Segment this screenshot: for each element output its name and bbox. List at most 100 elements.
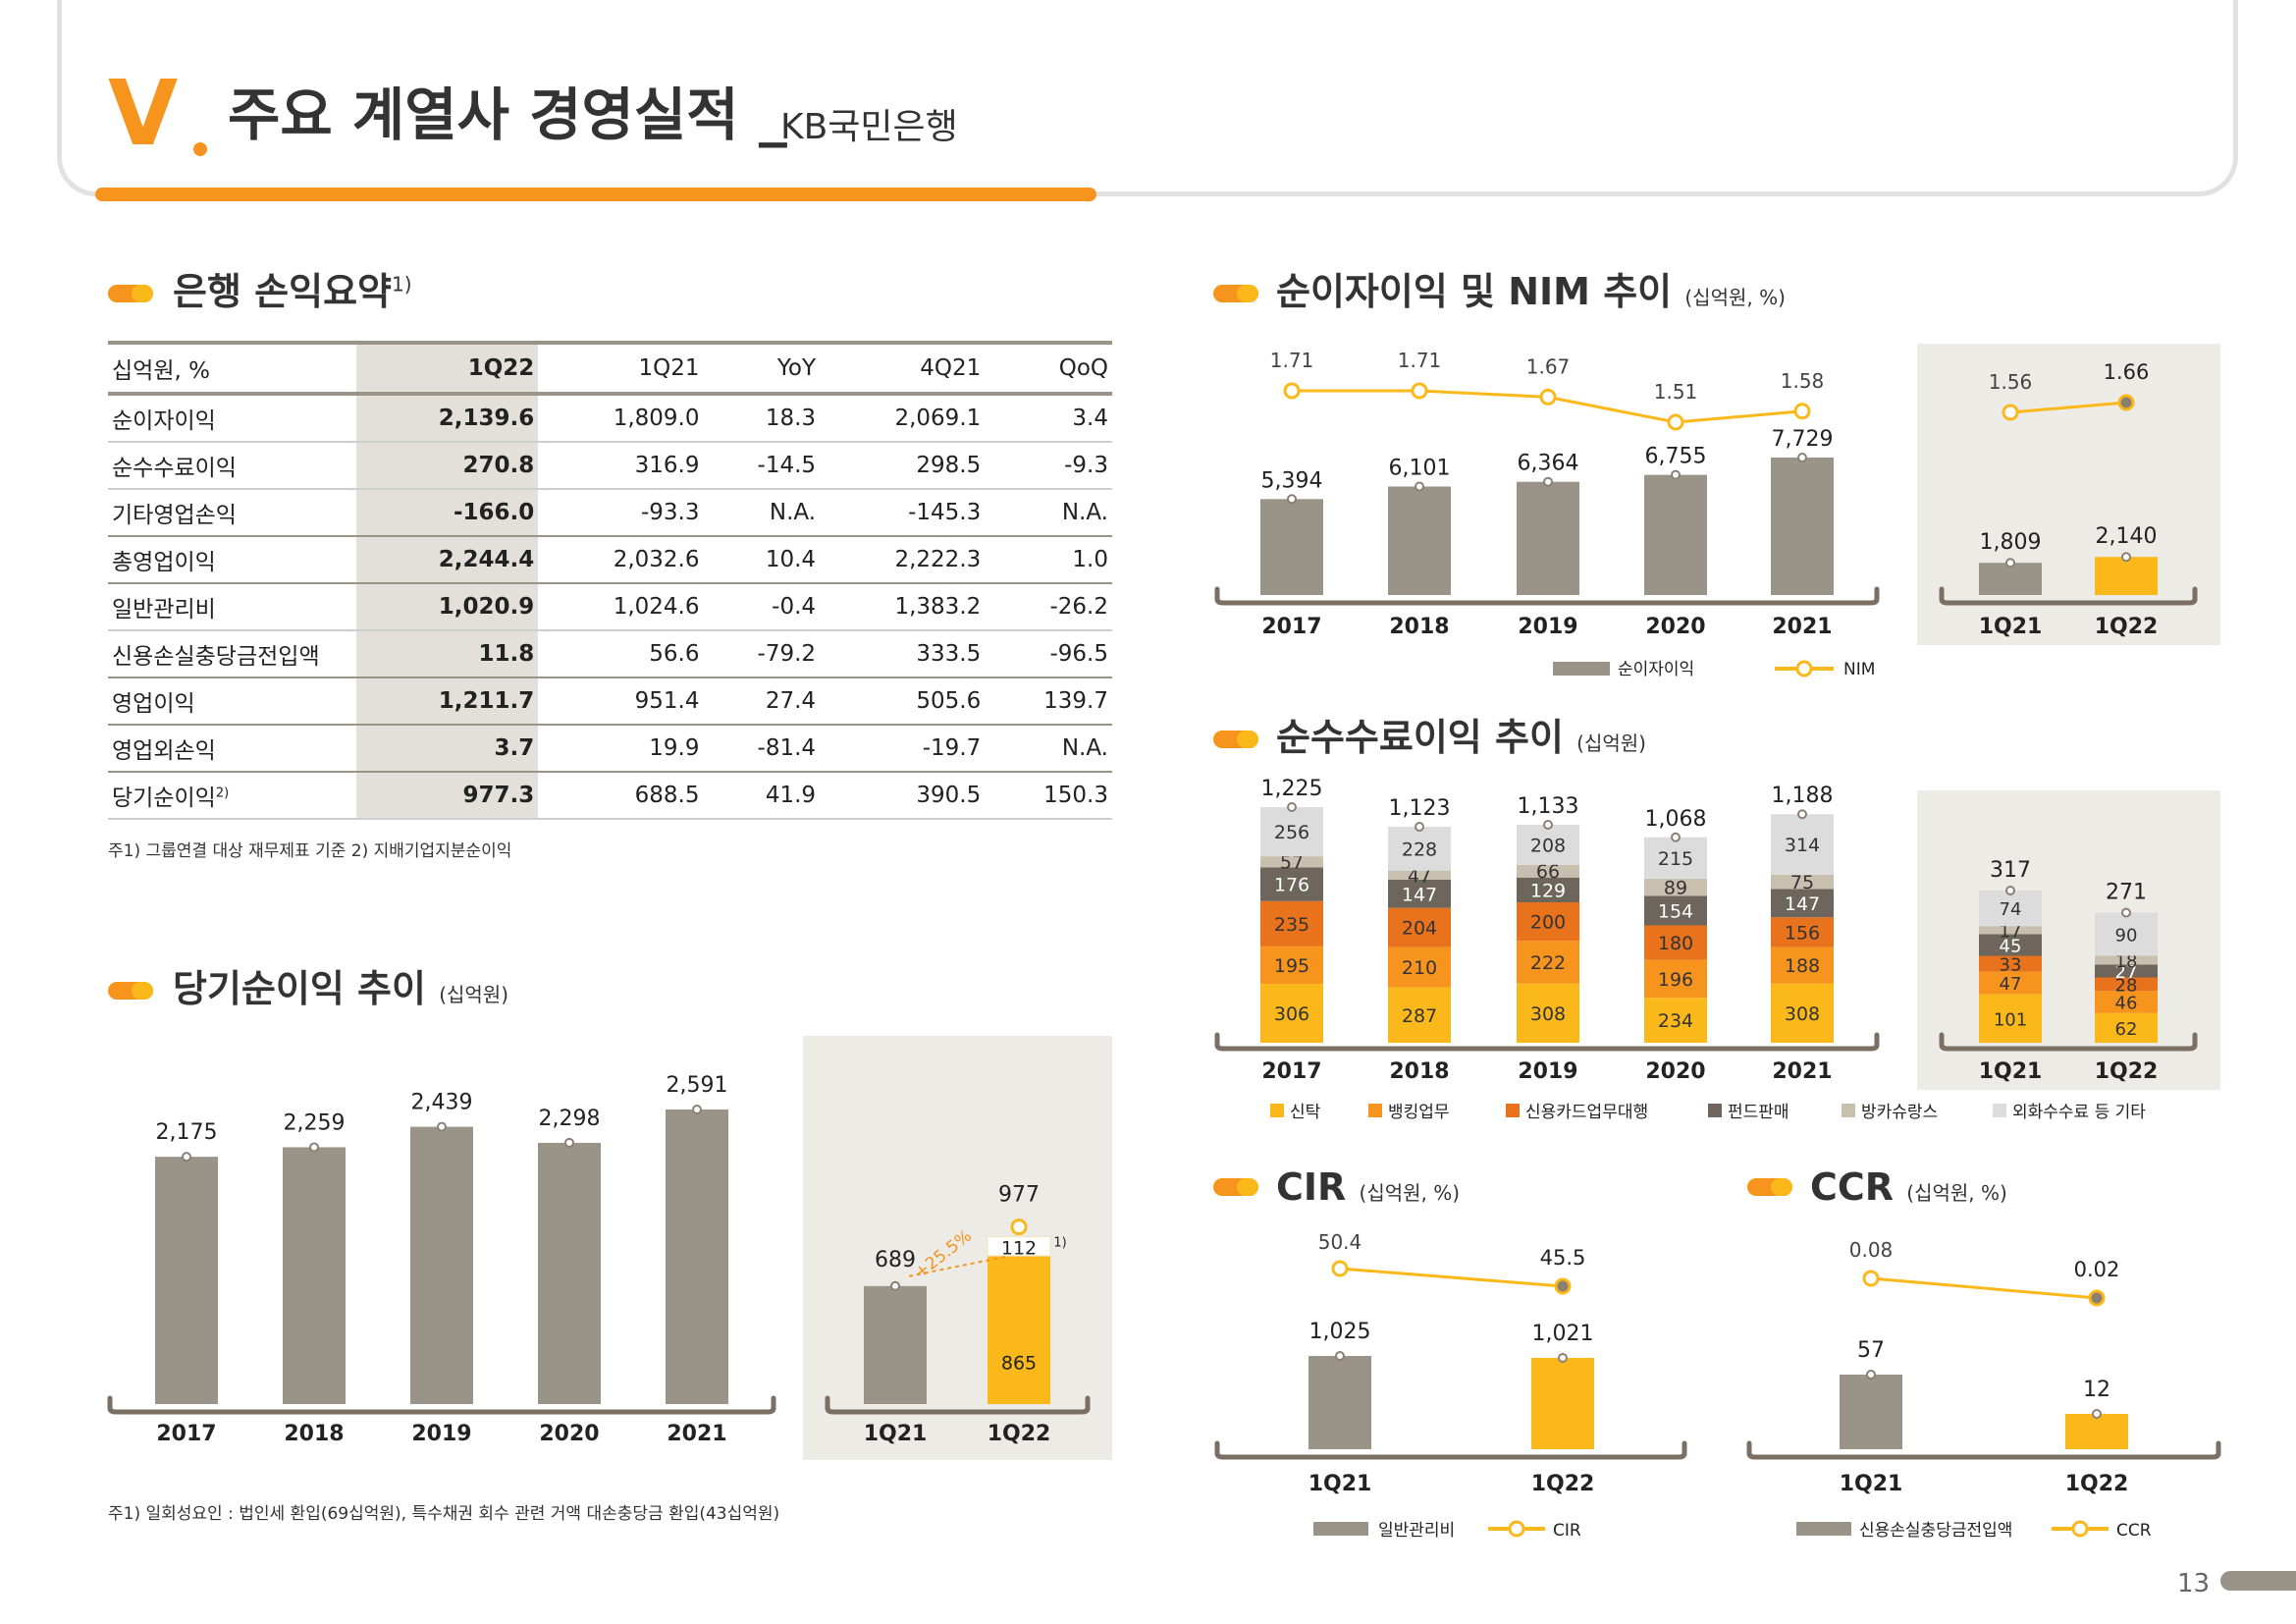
ccr-legend-swatch-bar (1796, 1522, 1851, 1536)
fee-bar-segment (1388, 907, 1451, 947)
fee-legend-swatch (1708, 1104, 1722, 1117)
section-bullet-icon (1213, 731, 1258, 748)
fee-panel-segment-label: 45 (2000, 936, 2022, 956)
table-cell: 1,809.0 (538, 394, 704, 443)
net-panel-bar-marker (1010, 1218, 1028, 1236)
fee-panel-marker (2005, 886, 2015, 895)
table-cell: 688.5 (538, 772, 704, 820)
nim-panel-bar-label: 1,809 (1980, 530, 2042, 555)
fee-panel-segment (1979, 934, 2042, 956)
table-cell: N.A. (985, 489, 1112, 537)
fee-x-label: 2017 (1261, 1059, 1321, 1084)
row-footnote-sup: 2) (215, 785, 230, 801)
fee-x-label: 2020 (1645, 1059, 1705, 1084)
fee-segment-label: 308 (1530, 1003, 1566, 1025)
fee-bar-marker (1287, 802, 1297, 812)
table-cell: 390.5 (820, 772, 986, 820)
nim-bar-label: 5,394 (1261, 468, 1323, 493)
summary-section-title: 은행 손익요약1) (173, 273, 412, 310)
table-cell: 41.9 (703, 772, 821, 820)
fee-panel-segment (1979, 926, 2042, 935)
fee-panel-segment (1979, 891, 2042, 927)
table-row: 영업이익 1,211.7 951.4 27.4 505.6 139.7 (108, 677, 1112, 726)
table-header-cell: 1Q22 (356, 341, 539, 396)
net-section-title: 당기순이익 추이 (십억원) (173, 970, 508, 1007)
legend-swatch-nim-point (1795, 660, 1813, 677)
fee-panel-segment-label: 33 (2000, 955, 2022, 976)
table-cell: 2,244.4 (356, 536, 539, 584)
table-cell: -81.4 (703, 725, 821, 773)
page-title-separator: _ (758, 81, 787, 148)
nim-line-point (1793, 403, 1811, 420)
cir-bar-label: 1,025 (1309, 1320, 1371, 1344)
net-baseline (107, 1395, 776, 1415)
net-x-label: 2020 (539, 1422, 599, 1446)
ccr-x-label: 1Q21 (1840, 1472, 1903, 1496)
fee-bar-segment (1771, 983, 1834, 1043)
ccr-bar (2065, 1414, 2128, 1449)
table-row-label: 영업이익 (108, 677, 356, 726)
cir-legend-label: 일반관리비 (1378, 1521, 1455, 1541)
fee-segment-label: 75 (1790, 872, 1814, 893)
fee-quarter-panel (1917, 790, 2220, 1090)
table-header-cell: YoY (703, 341, 821, 396)
nim-bar-label: 6,364 (1518, 452, 1579, 476)
net-panel-bar-label: 689 (875, 1248, 916, 1272)
cir-section-title: CIR (십억원, %) (1276, 1168, 1460, 1206)
fee-bar-segment (1771, 947, 1834, 984)
table-cell: N.A. (985, 725, 1112, 773)
fee-legend-label: 외화수수료 등 기타 (2012, 1103, 2146, 1122)
table-cell: 56.6 (538, 630, 704, 678)
page-number-bar (2220, 1571, 2296, 1591)
fee-bar-segment (1644, 925, 1707, 960)
fee-bar-marker (1671, 832, 1681, 842)
nim-bar (1388, 486, 1451, 595)
section-bullet-icon (1747, 1178, 1792, 1196)
cir-line-label: 50.4 (1318, 1230, 1362, 1254)
fee-panel-segment-label: 90 (2115, 925, 2138, 946)
fee-segment-label: 57 (1280, 852, 1304, 874)
fee-panel-segment (2095, 991, 2158, 1013)
cir-bar-marker (1335, 1351, 1345, 1361)
net-title-unit: (십억원) (439, 983, 508, 1006)
nim-panel-line-point (2117, 394, 2135, 411)
cir-line-point (1554, 1277, 1572, 1295)
table-cell: -79.2 (703, 630, 821, 678)
table-cell: 1,024.6 (538, 583, 704, 631)
fee-segment-label: 256 (1274, 822, 1309, 843)
fee-bar-segment (1771, 814, 1834, 875)
fee-legend-label: 방카슈랑스 (1861, 1103, 1938, 1122)
nim-panel-bar (2095, 557, 2158, 595)
nim-title-text: 순이자이익 및 NIM 추이 (1276, 270, 1673, 313)
net-bar-label: 2,298 (539, 1107, 601, 1131)
nim-title-unit: (십억원, %) (1684, 286, 1786, 309)
fee-panel-total-label: 317 (1990, 858, 2031, 883)
ccr-bar-marker (1866, 1370, 1876, 1380)
page-title-text: 주요 계열사 경영실적 (228, 81, 739, 148)
fee-segment-label: 306 (1274, 1003, 1309, 1025)
fee-bar-segment (1517, 941, 1579, 984)
net-growth-arrow (908, 1255, 1008, 1277)
ccr-title-unit: (십억원, %) (1906, 1181, 2007, 1205)
nim-panel-bar-marker (2005, 558, 2015, 568)
section-number: V (108, 61, 179, 166)
net-bar (538, 1142, 601, 1404)
table-cell: 2,139.6 (356, 394, 539, 443)
table-cell: 2,222.3 (820, 536, 986, 584)
fee-panel-segment (2095, 977, 2158, 992)
net-panel-bar-base (988, 1256, 1050, 1404)
ccr-legend-label: CCR (2116, 1521, 2152, 1541)
fee-bar-marker (1543, 820, 1553, 831)
fee-panel-segment-label: 47 (2000, 974, 2022, 995)
fee-bar-segment (1771, 874, 1834, 890)
fee-segment-label: 215 (1658, 848, 1693, 870)
fee-bar-marker (1797, 809, 1807, 820)
ccr-x-label: 1Q22 (2065, 1472, 2129, 1496)
nim-bar (1260, 499, 1323, 595)
fee-bar-segment (1771, 889, 1834, 918)
net-bar (283, 1147, 346, 1404)
table-cell: -93.3 (538, 489, 704, 537)
table-cell: 3.7 (356, 725, 539, 773)
fee-segment-label: 204 (1402, 918, 1437, 940)
fee-segment-label: 314 (1785, 835, 1820, 856)
